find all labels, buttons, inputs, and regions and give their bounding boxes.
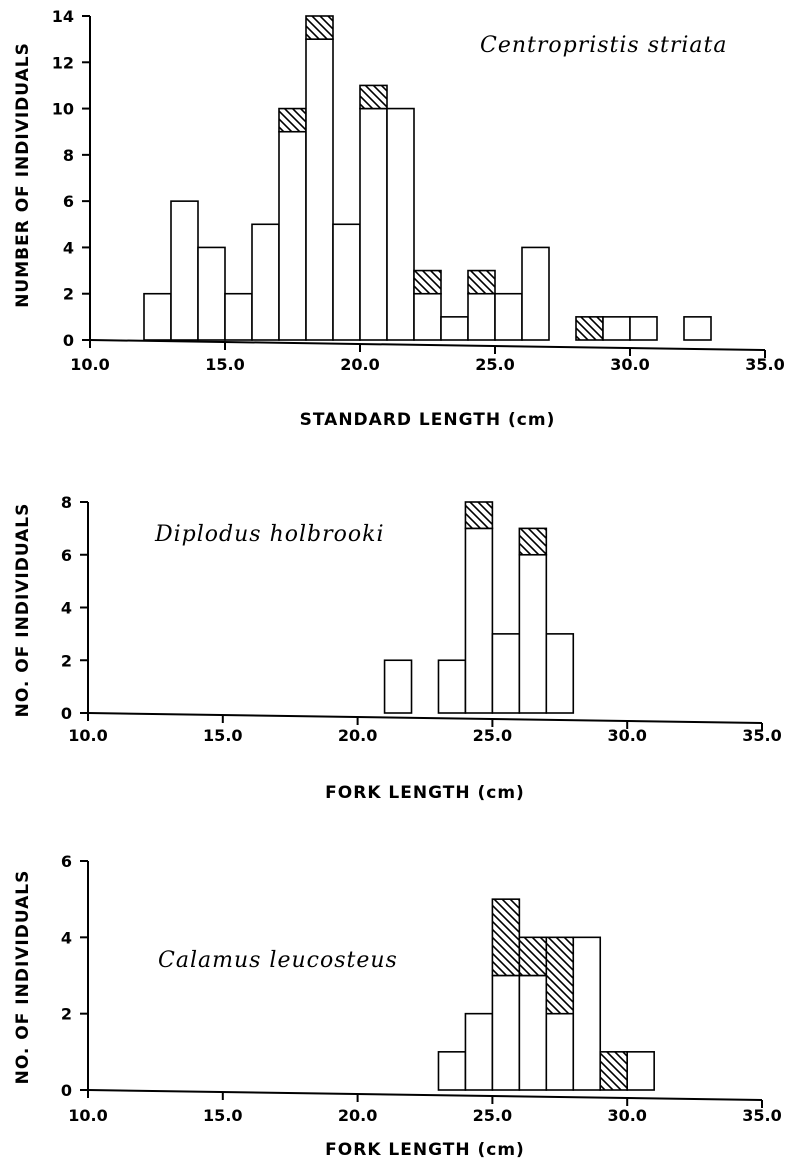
x-tick-label-0: 10.0 — [68, 1106, 107, 1125]
bar-open-6 — [305, 38, 334, 341]
x-axis — [89, 339, 766, 351]
bar-hatched-12 — [467, 269, 496, 295]
y-axis-title: NUMBER OF INDIVIDUALS — [13, 42, 33, 308]
x-tick-label-5: 35.0 — [745, 355, 784, 374]
x-tick-label-3: 25.0 — [473, 1106, 512, 1125]
bar-open-3 — [224, 292, 253, 341]
bar-open-14 — [521, 246, 550, 341]
bar-hatched-6 — [305, 15, 334, 40]
x-tick-label-5: 35.0 — [742, 1106, 781, 1125]
species-title: Diplodus holbrooki — [154, 522, 384, 547]
chart-panel-diplodus: 0 2 4 6 8 10.0 15.0 20.0 25.0 30.0 35.0 FORK LENGTH… — [0, 480, 791, 820]
bar-open-4 — [251, 223, 280, 341]
x-tick-label-3: 25.0 — [475, 355, 514, 374]
x-tick-label-4: 30.0 — [610, 355, 649, 374]
bar-hatched-4 — [518, 527, 548, 556]
bar-open-11 — [440, 316, 469, 341]
bar-open-18 — [683, 316, 712, 341]
bar-open-4 — [518, 553, 548, 714]
y-tick-label-0: 0 — [63, 331, 74, 350]
x-tick-label-0: 10.0 — [70, 355, 109, 374]
bar-hatched-5 — [278, 107, 307, 133]
species-title: Centropristis striata — [480, 33, 727, 58]
x-tick-label-1: 15.0 — [205, 355, 244, 374]
bar-hatched-8 — [359, 84, 388, 110]
x-tick-label-4: 30.0 — [607, 1106, 646, 1125]
x-axis-title: STANDARD LENGTH (cm) — [300, 410, 556, 430]
bar-open-12 — [467, 292, 496, 341]
bar-open-0 — [143, 292, 172, 341]
bar-open-4 — [545, 1012, 575, 1091]
bar-open-1 — [464, 1012, 494, 1091]
bar-open-7 — [626, 1051, 655, 1091]
x-tick-label-0: 10.0 — [68, 726, 107, 745]
histogram-centropristis: 0 2 4 6 8 10 12 14 10.0 15.0 20.0 25.0 30.0 35.0 STAND… — [13, 7, 785, 430]
x-tick-label-1: 15.0 — [203, 1106, 242, 1125]
y-tick-label-2: 4 — [61, 928, 72, 947]
bar-open-7 — [332, 223, 361, 341]
bar-hatched-3 — [518, 936, 548, 977]
x-tick-label-1: 15.0 — [203, 726, 242, 745]
x-axis — [87, 712, 763, 724]
bar-open-1 — [170, 200, 199, 341]
y-tick-label-6: 12 — [52, 53, 74, 72]
bar-open-0 — [437, 1051, 467, 1091]
bar-hatched-6 — [599, 1051, 628, 1091]
x-axis-title: FORK LENGTH (cm) — [325, 1140, 525, 1160]
bar-open-0 — [383, 659, 413, 714]
bar-open-2 — [491, 974, 521, 1091]
bar-open-10 — [413, 292, 442, 341]
x-tick-label-2: 20.0 — [338, 726, 377, 745]
y-axis-title: NO. OF INDIVIDUALS — [13, 870, 33, 1085]
x-tick-label-4: 30.0 — [607, 726, 646, 745]
x-tick-label-3: 25.0 — [473, 726, 512, 745]
y-tick-label-3: 6 — [63, 192, 74, 211]
bar-open-8 — [359, 107, 388, 341]
y-axis-title: NO. OF INDIVIDUALS — [13, 503, 33, 718]
bar-open-5 — [572, 936, 602, 1091]
bar-hatched-2 — [464, 501, 494, 530]
bar-hatched-2 — [491, 898, 521, 977]
bar-open-9 — [386, 107, 415, 341]
x-tick-label-5: 35.0 — [742, 726, 781, 745]
bar-hatched-4 — [545, 936, 575, 1015]
y-tick-label-1: 2 — [61, 651, 72, 670]
y-tick-label-5: 10 — [52, 100, 74, 119]
bar-open-5 — [545, 633, 575, 714]
y-tick-label-1: 2 — [61, 1005, 72, 1024]
y-tick-label-3: 6 — [61, 852, 72, 871]
bar-open-2 — [197, 246, 226, 341]
bar-open-5 — [278, 130, 307, 341]
y-tick-label-1: 2 — [63, 285, 74, 304]
x-tick-label-2: 20.0 — [340, 355, 379, 374]
bar-open-17 — [629, 316, 658, 341]
y-tick-label-4: 8 — [61, 493, 72, 512]
bar-open-1 — [437, 659, 467, 714]
x-axis — [87, 1089, 763, 1101]
y-tick-label-2: 4 — [63, 238, 74, 257]
x-axis-title: FORK LENGTH (cm) — [325, 783, 525, 803]
bar-open-2 — [464, 527, 494, 714]
chart-panel-centropristis: 0 2 4 6 8 10 12 14 10.0 15.0 20.0 25.0 30.0 35.0 STAND… — [0, 0, 791, 440]
bar-open-13 — [494, 292, 523, 341]
x-tick-label-2: 20.0 — [338, 1106, 377, 1125]
bar-open-16 — [602, 316, 631, 341]
y-tick-label-0: 0 — [61, 704, 72, 723]
bar-hatched-10 — [413, 269, 442, 295]
y-tick-label-4: 8 — [63, 146, 74, 165]
chart-panel-calamus: 0 2 4 6 10.0 15.0 20.0 25.0 30.0 35.0 FORK LENGTH … — [0, 845, 791, 1166]
y-tick-label-2: 4 — [61, 599, 72, 618]
histogram-diplodus: 0 2 4 6 8 10.0 15.0 20.0 25.0 30.0 35.0 FORK LENGTH… — [13, 493, 782, 803]
bar-open-3 — [491, 633, 521, 714]
y-tick-label-0: 0 — [61, 1081, 72, 1100]
bar-open-3 — [518, 974, 548, 1091]
bar-hatched-15 — [575, 316, 604, 341]
histogram-calamus: 0 2 4 6 10.0 15.0 20.0 25.0 30.0 35.0 FORK LENGTH … — [13, 852, 782, 1160]
y-tick-label-3: 6 — [61, 546, 72, 565]
y-tick-label-7: 14 — [52, 7, 74, 26]
species-title: Calamus leucosteus — [158, 948, 398, 973]
